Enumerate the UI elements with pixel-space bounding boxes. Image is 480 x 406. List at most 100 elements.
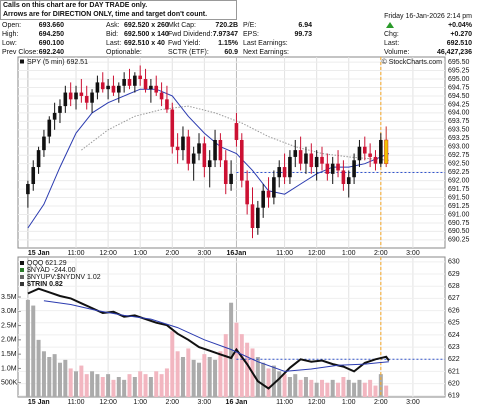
y2-tick-label: 623 [448,344,460,351]
y-tick-label: 692.00 [448,177,470,184]
volume-bar [41,351,46,397]
y-tick-label: 693.00 [448,144,470,151]
y-tick-label: 694.50 [448,93,470,100]
volume-bar [298,379,303,397]
volume-bar [132,377,137,397]
quote-label: High: [2,31,18,38]
candle-body [362,146,367,154]
candle-body [181,136,185,151]
volume-bar [31,305,36,397]
volume-bar [336,382,341,397]
candle-body [304,153,308,164]
volume-bar [197,362,202,397]
volume-bar [170,331,175,397]
y2-tick-label: 622 [448,356,460,363]
quote-value: 7.97347 [213,31,238,38]
candle-body [127,79,132,86]
notice-box [0,0,237,20]
y-tick-label: 693.25 [448,135,470,142]
x-tick-label: 1:00 [342,250,356,257]
volume-bar [368,379,373,397]
volume-bar [373,385,378,397]
quote-value: 692.500 x 140 [124,31,169,38]
x-tick-label: 2:00 [165,399,179,406]
candle-body [95,82,100,93]
y-tick-label: 691.50 [448,194,470,201]
y2-tick-label: 627 [448,295,460,302]
candle-body [368,153,372,157]
volume-bar [341,377,346,397]
volume-bar [79,365,84,397]
volume-bar [180,357,185,397]
x-tick-label: 12:00 [308,250,326,257]
volume-bar [314,382,319,397]
candle-body [239,139,244,181]
candle-body [250,204,255,229]
y-tick-label: 691.25 [448,203,470,210]
volume-bar [148,377,153,397]
candle-body [26,183,30,195]
y2-tick-label: 620 [448,380,460,387]
volume-bar [186,348,191,397]
quote-label: Last: [384,40,399,47]
volume-bar [106,374,111,397]
candle-body [234,123,239,140]
y-tick-label: 690.50 [448,228,470,235]
candle-body [138,75,142,80]
candle-body [223,160,228,184]
x-tick-label: 15 Jan [28,250,50,257]
quote-value: 690.100 [39,40,64,47]
volume-bar [95,374,100,397]
volume-bar [282,374,287,397]
candle-body [149,85,153,90]
legend-label: $TRIN 0.82 [27,281,63,288]
moving-average [81,105,389,161]
volume-bar [346,379,351,397]
plot-area [17,56,446,249]
volume-bar [309,379,314,397]
y2-tick-label: 626 [448,307,460,314]
volume-bar [261,362,266,397]
candle-body [272,177,276,198]
candle-body [84,95,89,103]
x-tick-label: 12:00 [99,250,117,257]
y2-tick-label: 621 [448,368,460,375]
chart-title: SPY (5 min) 692.51 [27,59,88,66]
y-tick-label: 3.0M [1,308,17,315]
volume-bar [164,368,169,397]
candle-body [52,112,57,120]
volume-bar [52,354,57,397]
quote-value: 99.73 [294,31,312,38]
volume-bar [330,379,335,397]
y2-tick-label: 619 [448,393,460,400]
candle-body [330,163,335,174]
candle-body [63,92,68,107]
candle-body [314,156,319,168]
volume-bar [223,334,228,397]
candle-body [373,156,378,164]
volume-bar [127,374,132,397]
volume-bar [175,351,180,397]
candle-body [320,156,324,164]
volume-bar [271,365,276,397]
candle-body [293,150,298,157]
change-pct: +0.04% [448,22,473,29]
series-line [43,300,389,372]
quote-value: 6.94 [298,22,312,29]
y-tick-label: 692.25 [448,169,470,176]
volume-bar [68,368,73,397]
y-tick-label: 500K [1,380,18,387]
candle-body [346,177,351,184]
quote-label: Low: [2,40,17,47]
volume-bar [207,357,212,397]
candle-body [282,167,287,178]
volume-bar [287,377,292,397]
candle-body [170,109,175,147]
quote-label: Optionable: [106,49,142,56]
candle-body [245,180,249,205]
volume-bar [218,351,223,397]
candle-body [277,167,282,178]
quote-label: Chg: [384,31,399,38]
candle-body [79,92,84,96]
volume-bar [255,357,260,397]
